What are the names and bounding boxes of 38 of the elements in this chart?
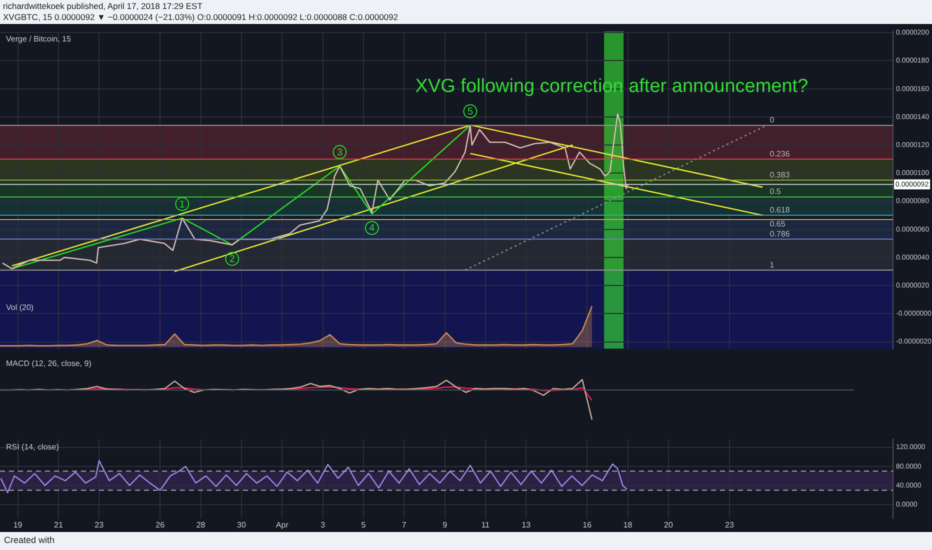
annotation: 0.383: [770, 170, 790, 180]
annotation: 2: [229, 254, 236, 266]
x-tick-label: 7: [402, 520, 407, 530]
annotation: 0.5: [770, 187, 782, 196]
text: richardwittekoek published, April 17, 2018 17:29 EST: [3, 1, 204, 12]
text: XVG following correction after announcement?: [415, 76, 808, 97]
chart-subtitle: Verge / Bitcoin, 15: [6, 34, 72, 44]
annotation: 0.236: [770, 149, 790, 158]
x-tick-label: 23: [94, 520, 104, 530]
annotation: 1: [179, 199, 186, 210]
annotation: 0.65: [770, 220, 786, 229]
text: Created with: [4, 535, 55, 545]
x-tick-label: 30: [237, 520, 246, 530]
annotation: 0.618: [770, 206, 790, 214]
chart-subtitle: RSI (14, close): [6, 442, 60, 452]
x-tick-label: 3: [320, 520, 326, 530]
x-tick-label: 9: [442, 520, 448, 530]
x-tick-label: 5: [361, 520, 366, 530]
x-tick-label: 21: [54, 520, 64, 530]
x-tick-label: Apr: [276, 520, 289, 530]
annotation: 5: [467, 106, 474, 118]
x-tick-label: 13: [522, 520, 532, 530]
x-tick-label: 18: [623, 520, 633, 530]
x-tick-label: 11: [481, 520, 490, 530]
text: XVGBTC, 15 0.0000092 ▼ −0.0000024 (−21.03%) O:0.0000091 H:0.0000092 L:0.0000088 C:0.0000092: [3, 12, 398, 23]
annotation: 3: [336, 147, 343, 158]
annotation: 0.786: [770, 229, 790, 238]
x-tick-label: 28: [196, 520, 206, 530]
annotation: 1: [770, 260, 775, 270]
x-tick-label: 26: [156, 520, 166, 530]
x-tick-label: 19: [13, 520, 23, 530]
annotation: 0: [770, 116, 775, 125]
chart-subtitle: Vol (20): [6, 303, 34, 312]
x-tick-label: 23: [725, 520, 734, 530]
annotation: 4: [369, 223, 376, 234]
x-tick-label: 20: [664, 520, 674, 530]
chart-subtitle: MACD (12, 26, close, 9): [6, 359, 92, 368]
x-tick-label: 16: [582, 520, 592, 530]
